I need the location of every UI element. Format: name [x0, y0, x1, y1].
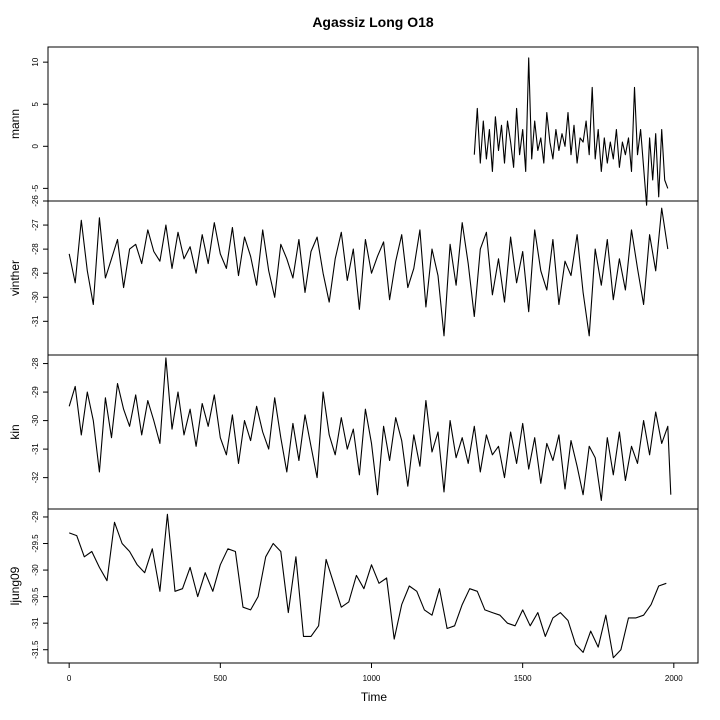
panel-ljung09: -29 -29.5 -30 -30.5 -31 -31.5 ljung09: [8, 508, 699, 664]
y-tick-label: -32: [31, 471, 40, 483]
y-tick-label: -29: [31, 386, 40, 398]
y-tick-label: -31.5: [31, 640, 40, 659]
y-tick-label: 0: [31, 144, 40, 149]
y-tick-label: -31: [31, 443, 40, 455]
x-tick-label: 1500: [514, 674, 532, 683]
y-tick-label: 10: [31, 57, 40, 66]
chart-title: Agassiz Long O18: [312, 14, 434, 30]
y-tick-label: 5: [31, 101, 40, 106]
series-line-ljung09: [69, 513, 667, 659]
panel-kin: -28 -29 -30 -31 -32 kin: [8, 354, 699, 510]
y-tick-label: -28: [31, 243, 40, 255]
y-tick-label: -31: [31, 617, 40, 629]
y-tick-label: -30: [31, 564, 40, 576]
y-tick-label: -31: [31, 315, 40, 327]
y-tick-label: -26: [31, 195, 40, 207]
panel-mann: 10 5 0 -5 mann: [8, 46, 699, 206]
series-label-mann: mann: [8, 109, 22, 139]
panels: 1050-5mann-26-27-28-29-30-31vinther-28-2…: [8, 46, 699, 664]
x-axis-label: Time: [361, 690, 388, 704]
series-label-vinther: vinther: [8, 260, 22, 296]
y-tick-label: -30: [31, 414, 40, 426]
series-line-mann: [473, 57, 669, 206]
y-tick-label: -5: [31, 184, 40, 192]
x-tick-label: 1000: [363, 674, 381, 683]
panel-frame: [47, 508, 699, 664]
series-line-vinther: [68, 207, 669, 337]
y-tick-label: -27: [31, 219, 40, 231]
y-tick-label: -29.5: [31, 534, 40, 553]
x-axis: 0 500 1000 1500 2000: [67, 663, 683, 683]
panel-vinther: -26 -27 -28 -29 -30 -31 vinther: [8, 195, 699, 356]
x-tick-label: 2000: [665, 674, 683, 683]
y-tick-label: -30.5: [31, 587, 40, 606]
y-tick-label: -28: [31, 357, 40, 369]
y-tick-label: -30: [31, 291, 40, 303]
y-tick-label: -29: [31, 267, 40, 279]
x-tick-label: 500: [214, 674, 228, 683]
series-label-kin: kin: [8, 424, 22, 439]
panel-frame: [47, 354, 699, 510]
panel-frame: [47, 46, 699, 202]
x-tick-label: 0: [67, 674, 72, 683]
series-label-ljung09: ljung09: [8, 566, 22, 605]
series-line-kin: [68, 357, 672, 501]
y-tick-label: -29: [31, 511, 40, 523]
